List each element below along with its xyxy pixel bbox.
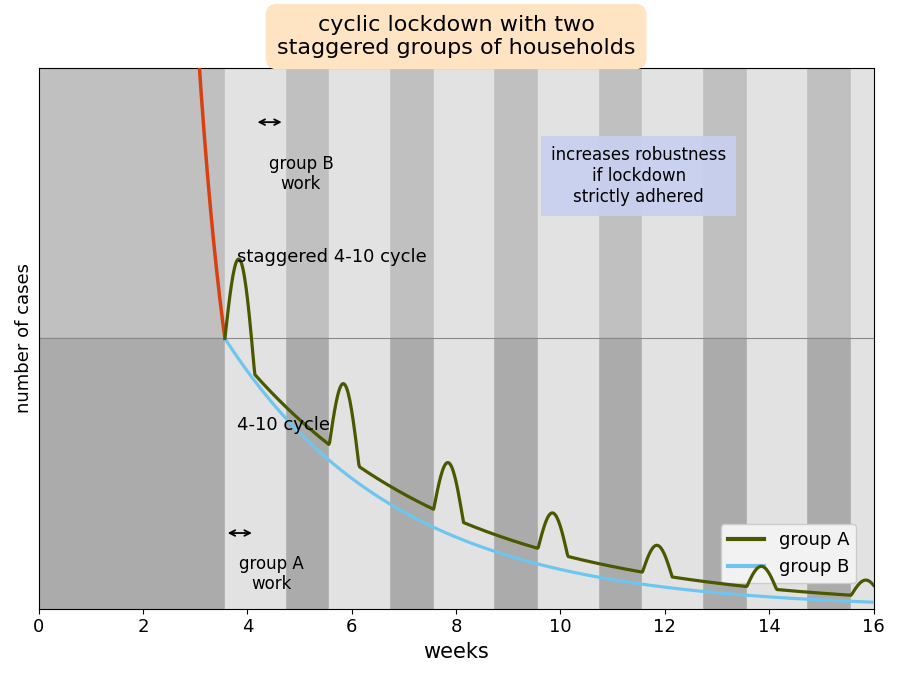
Bar [329,68,359,609]
Bar [568,68,598,609]
Bar [538,68,568,609]
Bar [643,68,672,609]
Bar [851,68,874,609]
Text: increases robustness
if lockdown
strictly adhered: increases robustness if lockdown strictl… [551,146,726,206]
Bar [225,68,255,609]
Bar [434,68,464,609]
Bar [255,68,284,609]
Bar [39,68,874,338]
Legend: group A, group B: group A, group B [721,524,856,584]
Text: staggered 4-10 cycle: staggered 4-10 cycle [237,248,427,266]
Bar [464,68,493,609]
Title: cyclic lockdown with two
staggered groups of households: cyclic lockdown with two staggered group… [277,15,635,58]
Bar [777,68,806,609]
Bar [39,338,874,609]
Text: group A
work: group A work [238,554,303,594]
Bar [359,68,389,609]
Text: 4-10 cycle: 4-10 cycle [237,416,330,434]
Y-axis label: number of cases: number of cases [15,263,33,414]
Text: group B
work: group B work [268,154,333,194]
X-axis label: weeks: weeks [423,642,489,662]
Bar [747,68,777,609]
Bar [672,68,702,609]
